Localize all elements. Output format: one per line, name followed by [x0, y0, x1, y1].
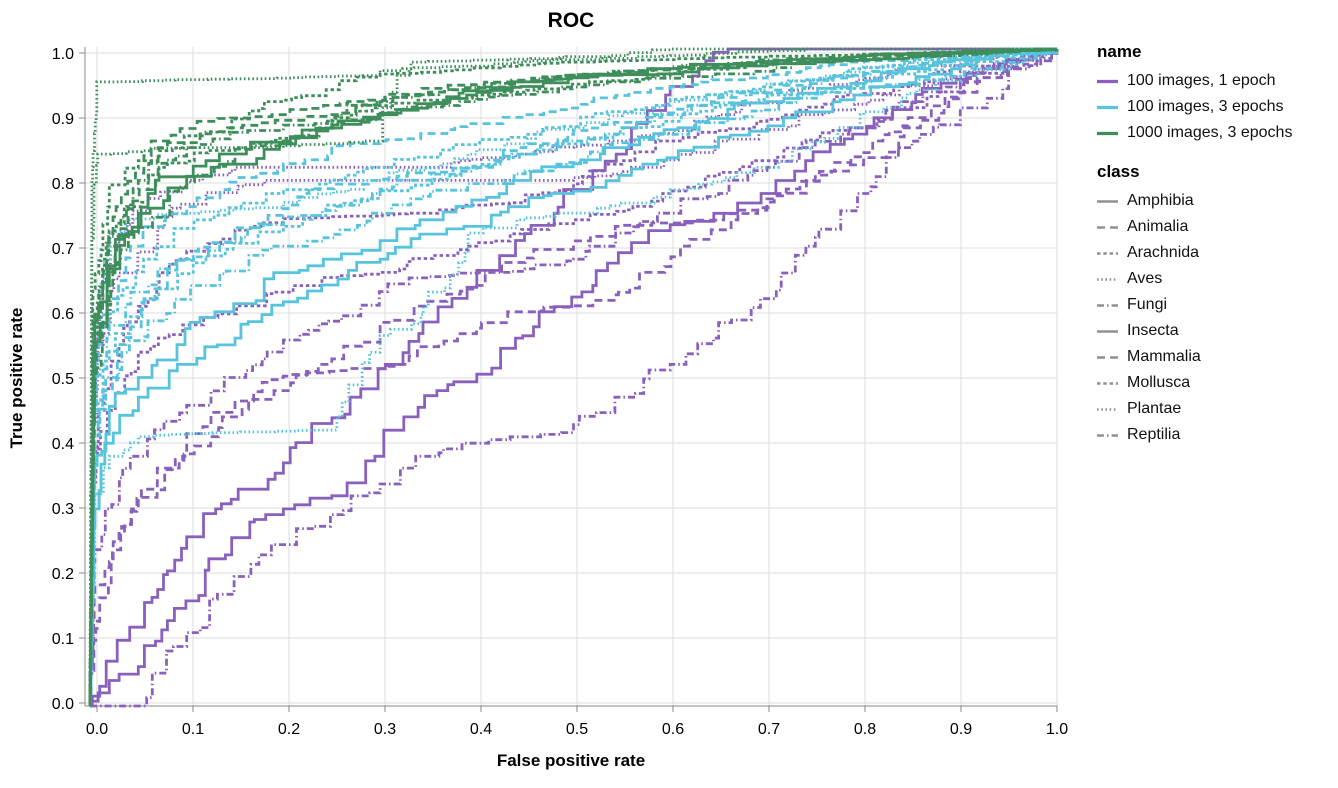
- y-tick-label: 0.3: [52, 501, 74, 518]
- legend-item-label: Animalia: [1127, 218, 1189, 235]
- x-tick-label: 0.9: [950, 721, 972, 738]
- x-tick-label: 0.1: [182, 721, 204, 738]
- y-tick-label: 0.7: [52, 241, 74, 258]
- legend-item-class: Aves: [1097, 266, 1292, 292]
- legend-swatch-solid-icon: [1097, 79, 1118, 83]
- legend-item-class: Mammalia: [1097, 344, 1292, 370]
- roc-curve: [90, 47, 1057, 708]
- legend-title-class: class: [1097, 162, 1140, 181]
- legend-item-label: Mollusca: [1127, 374, 1191, 391]
- legend-item-label: Amphibia: [1127, 192, 1194, 209]
- legend-swatch-dotted-icon: [1097, 407, 1118, 411]
- roc-curve: [88, 47, 1057, 706]
- roc-curve: [88, 47, 1057, 706]
- legend-item-class: Animalia: [1097, 214, 1292, 240]
- legend-item-label: Reptilia: [1127, 426, 1181, 443]
- legend-swatch-solid-icon: [1097, 105, 1118, 109]
- legend-item-label: Mammalia: [1127, 348, 1201, 365]
- y-tick-label: 0.4: [52, 436, 74, 453]
- legend-item-class: Reptilia: [1097, 422, 1292, 448]
- roc-curve: [88, 49, 1059, 706]
- y-tick-label: 0.9: [52, 111, 74, 128]
- x-tick-label: 0.4: [470, 721, 492, 738]
- roc-curve: [88, 47, 1057, 706]
- y-tick-label: 0.6: [52, 306, 74, 323]
- legend-swatch-solid-icon: [1097, 329, 1118, 333]
- roc-curve: [88, 47, 1057, 708]
- roc-curve: [89, 49, 1059, 708]
- legend-swatch-dash-short-icon: [1097, 251, 1118, 255]
- legend-item-class: Mollusca: [1097, 370, 1292, 396]
- y-tick-label: 0.8: [52, 176, 74, 193]
- legend-swatch-dotted-icon: [1097, 277, 1118, 281]
- roc-curve: [88, 47, 1057, 706]
- legend-swatch-dash-short-icon: [1097, 381, 1118, 385]
- x-axis-title: False positive rate: [497, 751, 645, 770]
- roc-curve: [88, 49, 1059, 708]
- legend-item-label: Insecta: [1127, 322, 1179, 339]
- y-tick-label: 0.0: [52, 696, 74, 713]
- roc-curve: [90, 49, 1059, 708]
- roc-plot: 0.0 0.1 0.2 0.3 0.4 0.5 0.6 0.7 0.8 0.9 1.0 0.0 0.1 0…: [7, 9, 1068, 770]
- y-axis-title: True positive rate: [7, 308, 26, 449]
- y-tick-label: 0.5: [52, 371, 74, 388]
- roc-curve: [88, 48, 1059, 706]
- legend-swatch-dash-dot-icon: [1097, 303, 1118, 307]
- axis-layer: 0.0 0.1 0.2 0.3 0.4 0.5 0.6 0.7 0.8 0.9 1.0 0.0 0.1 0…: [52, 46, 1068, 738]
- legend-name-group: 100 images, 1 epoch 100 images, 3 epochs 1…: [1097, 68, 1292, 146]
- chart-title: ROC: [548, 9, 595, 32]
- legend-swatch-dashed-icon: [1097, 355, 1118, 359]
- roc-curve: [88, 48, 1059, 706]
- roc-curve: [88, 47, 1057, 706]
- roc-curve: [88, 49, 1059, 708]
- y-tick-label: 0.2: [52, 566, 74, 583]
- legend-item-class: Plantae: [1097, 396, 1292, 422]
- legend-item-label: Arachnida: [1127, 244, 1200, 261]
- x-tick-label: 1.0: [1046, 721, 1068, 738]
- y-tick-label: 0.1: [52, 631, 74, 648]
- roc-curve: [88, 48, 1059, 706]
- legend-swatch-dashed-icon: [1097, 225, 1118, 229]
- legend-swatch-solid-icon: [1097, 131, 1118, 135]
- legend-item-name: 1000 images, 3 epochs: [1097, 120, 1292, 146]
- x-tick-label: 0.3: [374, 721, 396, 738]
- x-tick-label: 0.5: [566, 721, 588, 738]
- y-tick-label: 1.0: [52, 46, 74, 63]
- legend-item-label: Aves: [1127, 270, 1163, 287]
- legend-swatch-dash-dot-icon: [1097, 433, 1118, 437]
- x-tick-label: 0.7: [758, 721, 780, 738]
- roc-curve: [89, 47, 1057, 708]
- x-tick-label: 0.8: [854, 721, 876, 738]
- legend-item-label: Fungi: [1127, 296, 1168, 313]
- legend-swatch-solid-icon: [1097, 199, 1118, 203]
- legend-item-name: 100 images, 1 epoch: [1097, 68, 1292, 94]
- legend-class-group: Amphibia Animalia Arachnida Aves Fungi Insect…: [1097, 188, 1292, 448]
- legend-item-label: 100 images, 1 epoch: [1127, 72, 1276, 89]
- roc-curve: [89, 49, 1059, 708]
- legend-item-class: Arachnida: [1097, 240, 1292, 266]
- legend-panel: name 100 images, 1 epoch 100 images, 3 ep…: [1097, 42, 1292, 448]
- curves-layer: [88, 47, 1059, 708]
- legend-item-class: Insecta: [1097, 318, 1292, 344]
- x-tick-label: 0.6: [662, 721, 684, 738]
- legend-item-label: 100 images, 3 epochs: [1127, 98, 1284, 115]
- legend-title-name: name: [1097, 42, 1142, 61]
- legend-item-name: 100 images, 3 epochs: [1097, 94, 1292, 120]
- legend-item-label: Plantae: [1127, 400, 1182, 417]
- legend-item-class: Fungi: [1097, 292, 1292, 318]
- legend-item-class: Amphibia: [1097, 188, 1292, 214]
- x-tick-label: 0.2: [278, 721, 300, 738]
- legend-item-label: 1000 images, 3 epochs: [1127, 124, 1293, 141]
- x-tick-label: 0.0: [86, 721, 108, 738]
